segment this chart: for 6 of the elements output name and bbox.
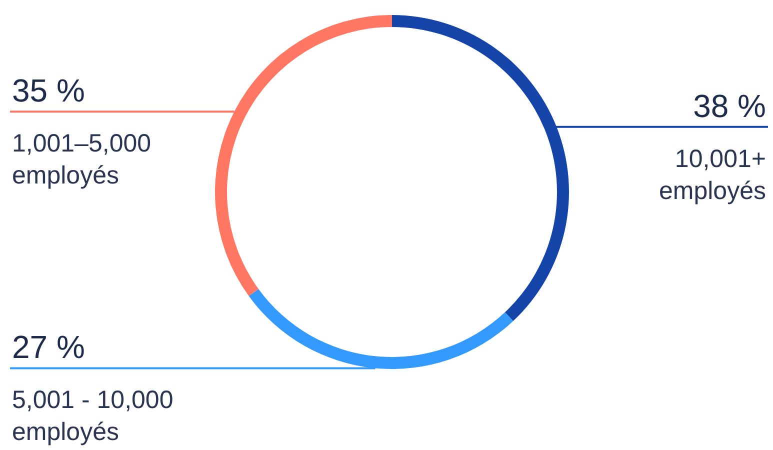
data-label: 27 % — [12, 329, 85, 366]
slice-label: 1,001–5,000 employés — [12, 130, 152, 190]
data-label: 35 % — [12, 72, 85, 109]
slice-label: 5,001 - 10,000 employés — [12, 386, 174, 446]
slice-label: 10,001+ employés — [659, 144, 766, 205]
data-label: 38 % — [693, 88, 766, 124]
